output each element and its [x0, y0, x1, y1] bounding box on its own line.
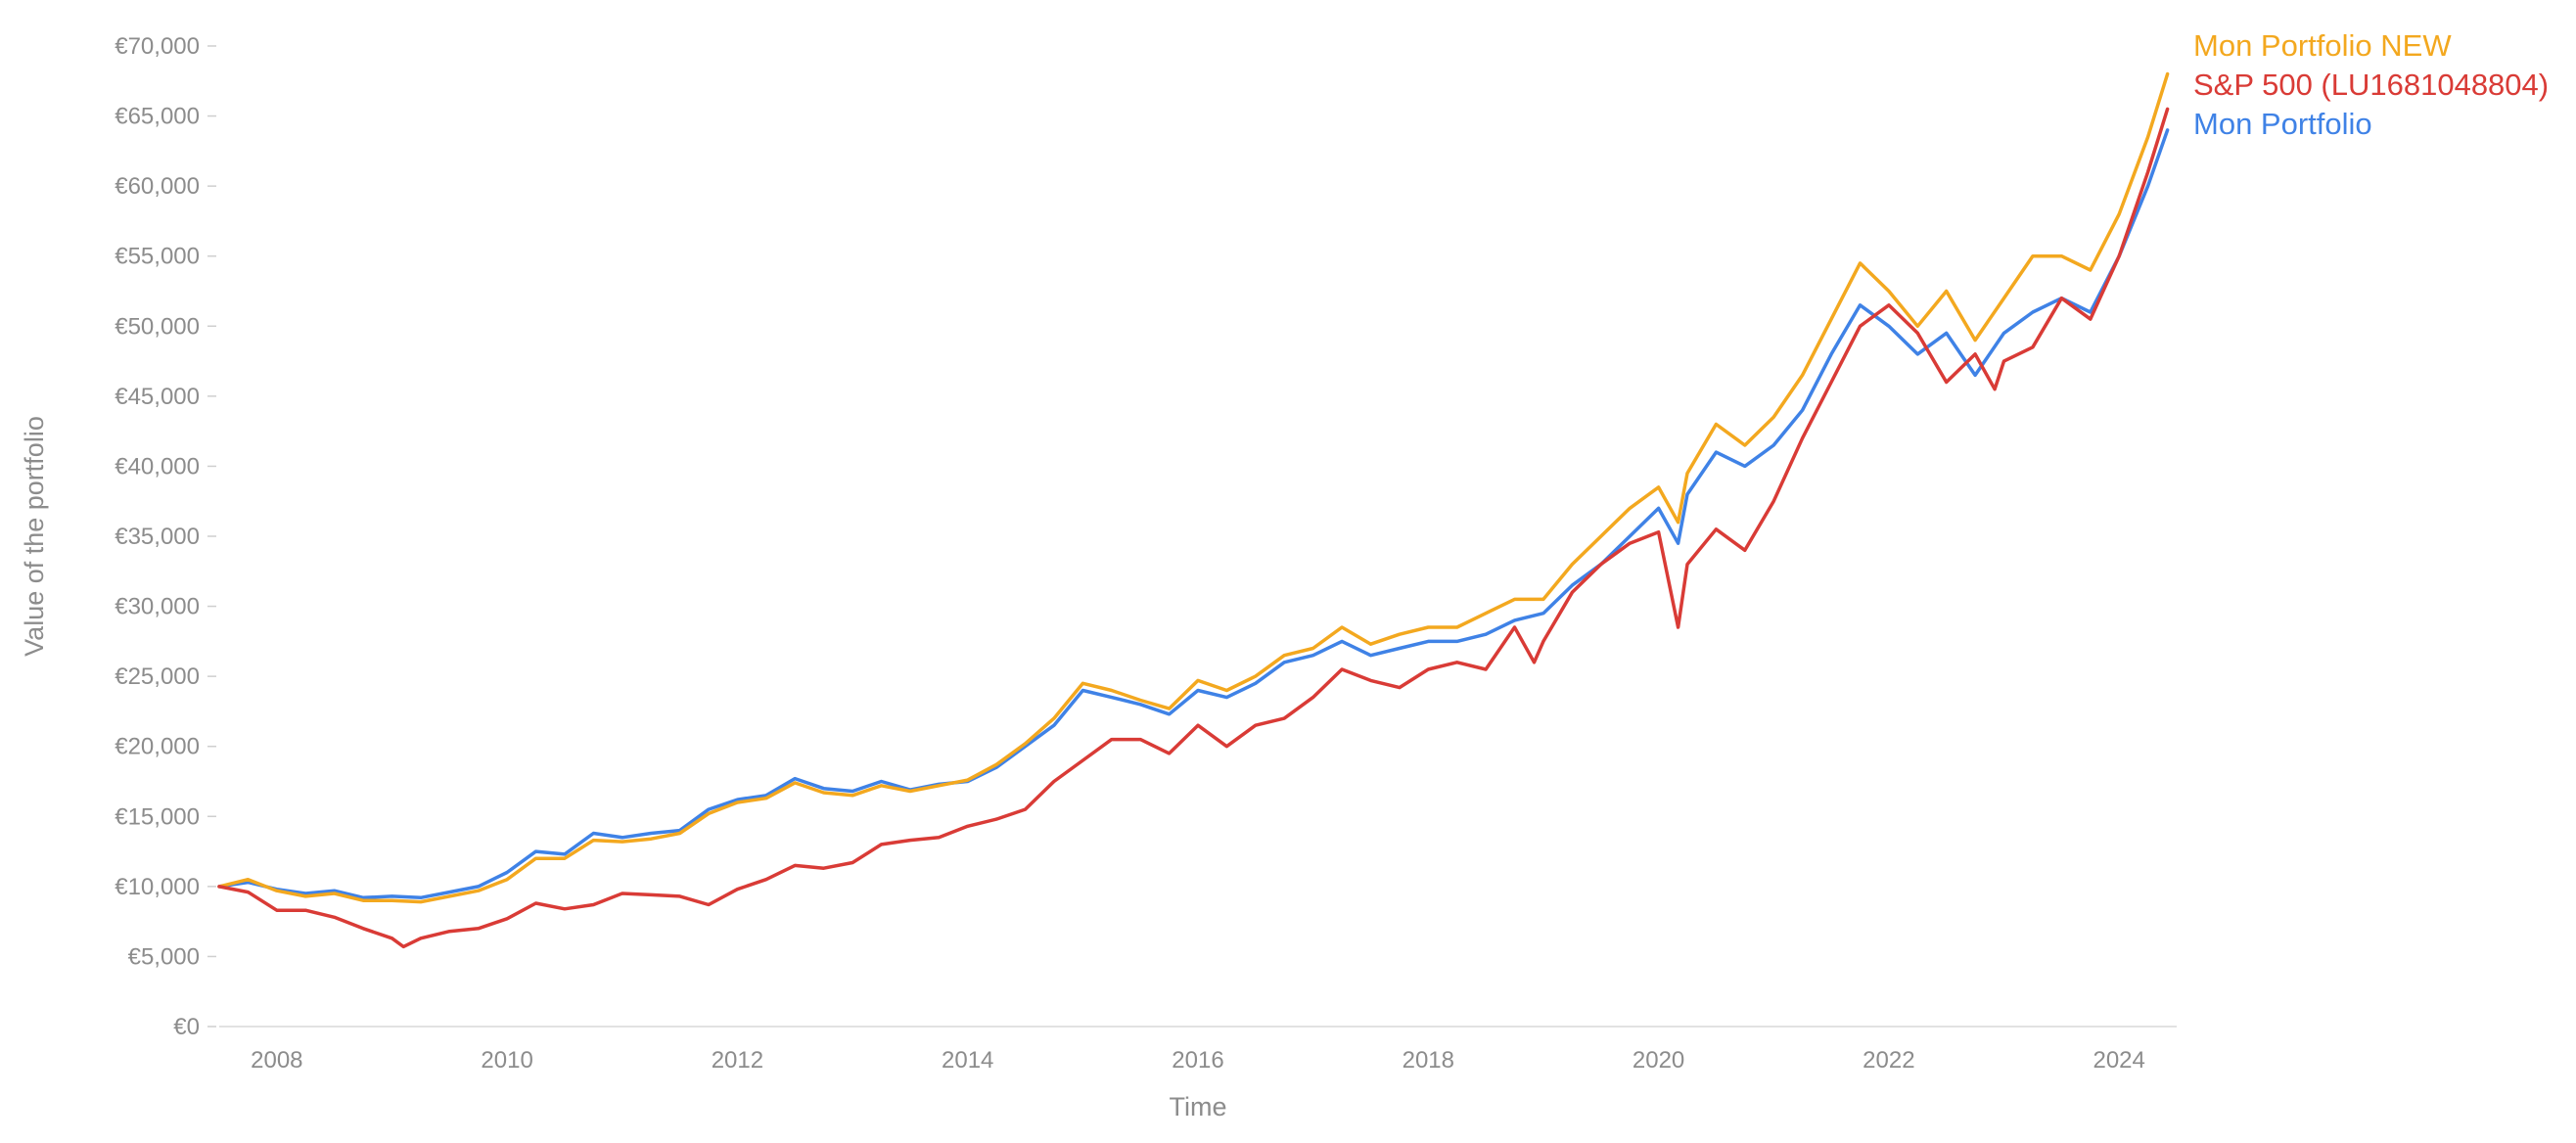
series-line — [217, 107, 2170, 949]
x-tick-label: 2010 — [481, 1047, 532, 1074]
y-tick-label: €25,000 — [115, 663, 200, 690]
y-tick-label: €45,000 — [115, 384, 200, 410]
y-tick-label: €15,000 — [115, 803, 200, 830]
x-tick-label: 2022 — [1863, 1047, 1914, 1074]
x-tick-label: 2020 — [1633, 1047, 1684, 1074]
y-tick-label: €70,000 — [115, 33, 200, 60]
y-tick-label: €65,000 — [115, 104, 200, 130]
y-tick-label: €30,000 — [115, 594, 200, 620]
series-lines — [217, 71, 2170, 949]
y-tick-label: €40,000 — [115, 453, 200, 480]
y-tick-label: €20,000 — [115, 734, 200, 760]
legend-label: Mon Portfolio NEW — [2193, 28, 2452, 63]
series-line — [217, 71, 2170, 904]
x-tick-label: 2012 — [712, 1047, 763, 1074]
x-tick-label: 2008 — [251, 1047, 302, 1074]
x-tick-label: 2018 — [1403, 1047, 1454, 1074]
y-tick-label: €55,000 — [115, 244, 200, 270]
x-tick-label: 2016 — [1172, 1047, 1223, 1074]
y-tick-label: €35,000 — [115, 524, 200, 550]
y-tick-label: €50,000 — [115, 313, 200, 340]
y-tick-label: €10,000 — [115, 874, 200, 900]
x-axis: 2008 2010 2012 2014 2016 2018 2020 2022 2024 — [219, 1026, 2177, 1074]
x-axis-title: Time — [1170, 1092, 1227, 1121]
legend-label: S&P 500 (LU1681048804) — [2193, 68, 2549, 102]
x-tick-label: 2014 — [942, 1047, 993, 1074]
legend: Mon Portfolio NEW S&P 500 (LU1681048804) M… — [2193, 28, 2549, 141]
y-tick-label: €60,000 — [115, 173, 200, 200]
y-axis: €0 €5,000 €10,000 €15,000 €20,000 €25,000 €30,… — [115, 33, 216, 1040]
y-tick-label: €5,000 — [128, 943, 200, 970]
y-tick-label: €0 — [173, 1014, 200, 1040]
legend-label: Mon Portfolio — [2193, 107, 2372, 141]
y-axis-title: Value of the portfolio — [20, 416, 49, 657]
series-line — [217, 128, 2170, 900]
x-tick-label: 2024 — [2093, 1047, 2144, 1074]
